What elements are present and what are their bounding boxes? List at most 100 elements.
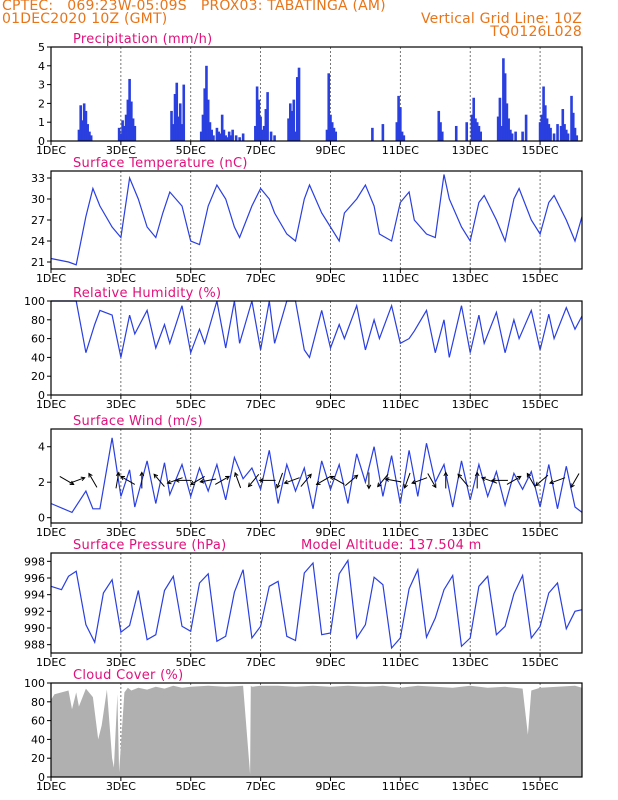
wind-arrow-shaft	[69, 477, 85, 484]
bar	[241, 133, 245, 141]
y-tick-label: 30	[31, 193, 45, 206]
wind-arrow-head	[353, 474, 359, 480]
bar	[402, 135, 406, 141]
wind-arrow-head	[307, 473, 312, 479]
wind-arrow-shaft	[385, 478, 402, 483]
y-tick-label: 3	[38, 79, 45, 92]
x-tick-label: 15DEC	[522, 656, 559, 669]
bar	[566, 133, 570, 141]
y-tick-label: 100	[24, 295, 45, 308]
bar	[231, 129, 234, 141]
bar	[474, 118, 477, 141]
wind-arrow-head	[432, 483, 437, 489]
x-tick-label: 11DEC	[382, 144, 419, 157]
bar	[399, 107, 402, 141]
x-tick-label: 3DEC	[106, 780, 136, 793]
wind-arrow-head	[377, 482, 382, 488]
bar	[178, 103, 182, 141]
wind-arrow-head	[490, 478, 496, 483]
x-tick-label: 5DEC	[176, 398, 206, 411]
bar	[261, 129, 264, 141]
x-tick-label: 7DEC	[246, 398, 276, 411]
bar	[199, 131, 203, 141]
x-tick-label: 15DEC	[522, 144, 559, 157]
bar	[297, 67, 301, 141]
series-line	[50, 174, 583, 266]
wind-arrow-head	[474, 471, 480, 477]
panel-1: 21 24 27 30 33 1DEC 3DEC 5DEC 7DEC 9DEC 11DEC 13DEC…	[31, 156, 583, 285]
bar	[400, 131, 404, 141]
x-tick-label: 7DEC	[246, 144, 276, 157]
wind-arrow	[329, 475, 345, 485]
bar	[227, 131, 231, 141]
x-tick-label: 3DEC	[106, 144, 136, 157]
bar	[117, 127, 121, 141]
wind-arrow	[315, 476, 331, 485]
wind-arrow-head	[275, 483, 281, 489]
bar	[500, 125, 503, 141]
wind-arrow-head	[225, 475, 231, 481]
bar	[287, 118, 290, 141]
bar	[540, 114, 544, 141]
wind-arrow-head	[329, 475, 335, 481]
wind-arrow-head	[88, 472, 93, 478]
bar	[552, 133, 556, 141]
bar	[254, 125, 257, 141]
bar	[295, 77, 299, 141]
bar	[505, 103, 509, 141]
panel-2: 0 20 40 60 80 100 1DEC 3DEC 5DEC 7DEC 9DEC 11DEC 13D…	[24, 286, 583, 411]
x-tick-label: 9DEC	[315, 656, 345, 669]
y-tick-label: 80	[31, 314, 45, 327]
x-tick-label: 3DEC	[106, 526, 136, 539]
y-tick-label: 33	[31, 172, 45, 185]
bar	[124, 114, 128, 141]
bar	[222, 129, 226, 141]
x-tick-label: 1DEC	[36, 144, 66, 157]
x-tick-label: 5DEC	[176, 272, 206, 285]
x-tick-label: 1DEC	[36, 398, 66, 411]
x-tick-label: 13DEC	[452, 656, 489, 669]
wind-arrow	[526, 472, 536, 488]
y-tick-label: 988	[24, 639, 45, 652]
wind-arrow	[214, 475, 231, 485]
wind-arrow	[384, 477, 402, 483]
wind-arrow-head	[115, 471, 121, 477]
y-tick-label: 990	[24, 622, 45, 635]
panel-frame	[50, 170, 583, 270]
x-tick-label: 13DEC	[452, 272, 489, 285]
wind-arrow-head	[80, 476, 86, 482]
y-tick-label: 60	[31, 715, 45, 728]
bar	[570, 95, 573, 141]
x-tick-label: 15DEC	[522, 526, 559, 539]
bar	[262, 125, 266, 141]
wind-arrow-shaft	[457, 473, 469, 487]
bar	[437, 110, 441, 141]
bar	[224, 135, 227, 141]
bar	[563, 124, 566, 141]
wind-arrow-head	[403, 483, 408, 489]
wind-arrow-shaft	[330, 476, 345, 485]
bar	[123, 125, 126, 141]
y-tick-label: 24	[31, 235, 45, 248]
bar	[327, 73, 331, 141]
bar	[170, 110, 173, 141]
bar	[259, 116, 262, 141]
bar	[472, 97, 476, 141]
wind-arrow	[490, 478, 508, 483]
bar	[288, 103, 292, 141]
bar	[502, 58, 505, 141]
bar	[210, 129, 213, 141]
wind-arrow-head	[480, 476, 486, 482]
x-tick-label: 1DEC	[36, 656, 66, 669]
bar	[217, 131, 220, 141]
bar	[521, 131, 524, 141]
bar	[397, 95, 400, 141]
wind-arrow	[199, 478, 217, 484]
y-tick-label: 0	[38, 512, 45, 525]
bar	[182, 84, 186, 141]
wind-arrow-shaft	[200, 478, 217, 483]
y-tick-label: 20	[31, 752, 45, 765]
y-tick-label: 2	[38, 97, 45, 110]
y-tick-label: 27	[31, 214, 45, 227]
bar	[371, 127, 374, 141]
